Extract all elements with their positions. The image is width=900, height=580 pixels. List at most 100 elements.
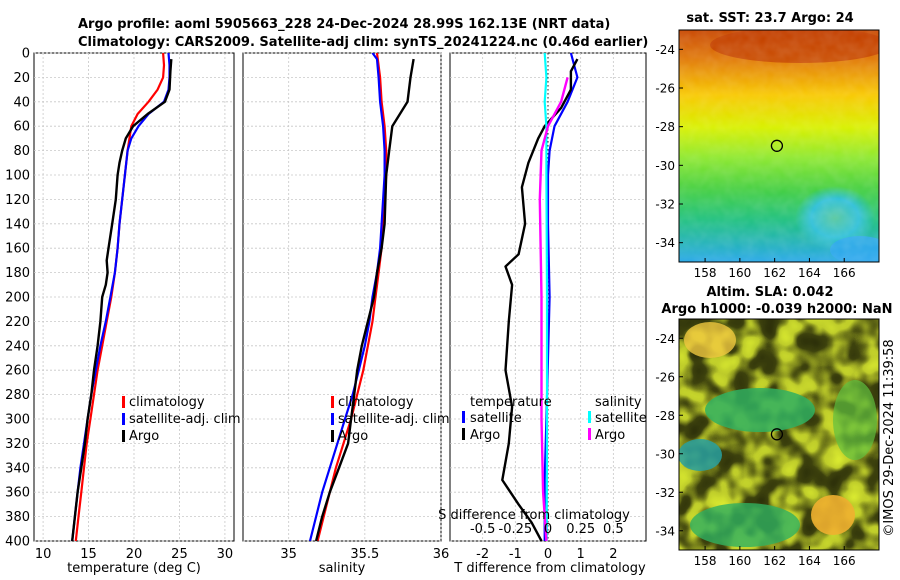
legend-label-argo: Argo	[338, 429, 368, 444]
x-tick-label: 30	[217, 547, 234, 562]
legend-label-t-satellite: satellite	[470, 411, 522, 426]
x-tick-label: 35	[280, 547, 297, 562]
depth-tick-label: 200	[5, 291, 30, 306]
x-tick-label: 35.5	[350, 547, 379, 562]
map-lat-label: -34	[655, 524, 675, 538]
map-lon-label: 162	[763, 266, 786, 280]
difference-panel: -2 -1 0 1 2 T difference from climatology S …	[438, 52, 647, 576]
temperature-series	[71, 53, 173, 541]
legend-label-s-satellite: satellite	[595, 411, 647, 426]
map-lat-label: -32	[655, 198, 675, 212]
sst-map-ticks: 158 160 162 164 166 -24 -26 -28 -30 -32 -34	[655, 43, 855, 280]
difference-xlabel: T difference from climatology	[453, 561, 646, 576]
x-tick-label: 1	[577, 547, 585, 562]
legend-label-argo: Argo	[129, 429, 159, 444]
series-line-climatology	[316, 53, 388, 541]
depth-tick-label: 320	[5, 437, 30, 452]
legend-label-satellite: satellite-adj. clim	[338, 412, 450, 427]
difference-top-xlabel: S difference from climatology	[438, 508, 630, 523]
depth-tick-label: 240	[5, 339, 30, 354]
sst-map-title: sat. SST: 23.7 Argo: 24	[686, 11, 853, 26]
map-lat-label: -24	[655, 43, 675, 57]
map-lat-label: -26	[655, 370, 675, 384]
sst-map-frame	[678, 29, 880, 263]
map-lon-label: 158	[694, 554, 717, 568]
depth-tick-label: 260	[5, 364, 30, 379]
sla-high-2	[684, 322, 736, 358]
s-difference-tick-labels: -0.5 -0.25 0 0.25 0.5	[470, 522, 624, 537]
sst-heatmap	[679, 30, 879, 262]
legend-label-s-argo: Argo	[595, 428, 625, 443]
s-diff-tick-label: -0.25	[499, 522, 533, 537]
map-lon-label: 158	[694, 266, 717, 280]
depth-tick-label: 120	[5, 193, 30, 208]
depth-tick-label: 360	[5, 486, 30, 501]
depth-tick-label: 180	[5, 266, 30, 281]
map-lat-label: -28	[655, 120, 675, 134]
sst-texture	[679, 30, 879, 262]
x-tick-label: -1	[509, 547, 522, 562]
legend-swatch-climatology	[331, 396, 334, 408]
s-diff-tick-label: 0.25	[566, 522, 595, 537]
map-lon-label: 166	[833, 554, 856, 568]
depth-tick-label: 400	[5, 535, 30, 550]
legend-title-salinity: salinity	[595, 395, 642, 410]
sla-map-ticks: 158 160 162 164 166 -24 -26 -28 -30 -32 -34	[655, 332, 855, 568]
sla-low-1	[705, 388, 815, 432]
series-line-argo	[71, 59, 173, 541]
map-lat-label: -28	[655, 409, 675, 423]
map-lat-label: -32	[655, 486, 675, 500]
salinity-legend: climatology satellite-adj. clim Argo	[331, 395, 450, 444]
legend-label-satellite: satellite-adj. clim	[129, 412, 241, 427]
salinity-series	[308, 53, 415, 541]
title-line-2: Climatology: CARS2009. Satellite-adj cli…	[78, 35, 648, 50]
depth-tick-label: 80	[13, 144, 30, 159]
legend-swatch-t-argo	[462, 428, 465, 440]
legend-label-climatology: climatology	[129, 395, 205, 410]
argo-position-marker	[770, 139, 784, 152]
depth-tick-label: 300	[5, 413, 30, 428]
depth-tick-labels: 0 20 40 60 80 100 120 140 160 180 200 220 240 260 280 3…	[5, 47, 30, 550]
map-lat-label: -26	[655, 82, 675, 96]
map-lon-label: 164	[798, 266, 821, 280]
temperature-xlabel: temperature (deg C)	[67, 561, 201, 576]
temperature-tick-labels: 10 15 20 25 30	[35, 547, 233, 562]
depth-tick-label: 160	[5, 242, 30, 257]
depth-tick-label: 220	[5, 315, 30, 330]
legend-swatch-s-argo	[588, 428, 591, 440]
difference-tick-labels: -2 -1 0 1 2	[476, 547, 617, 562]
s-diff-tick-label: 0.5	[603, 522, 624, 537]
x-tick-label: 36	[433, 547, 450, 562]
x-tick-label: 20	[126, 547, 143, 562]
x-tick-label: 15	[80, 547, 97, 562]
series-line-argo	[314, 58, 415, 541]
difference-legend: temperature satellite Argo salinity sate…	[462, 395, 647, 443]
legend-swatch-s-satellite	[588, 411, 591, 423]
sla-map-panel: Altim. SLA: 0.042 Argo h1000: -0.039 h20…	[655, 285, 892, 568]
map-lat-label: -30	[655, 159, 675, 173]
depth-tick-label: 40	[13, 95, 30, 110]
map-lat-label: -34	[655, 236, 675, 250]
sla-low-4	[833, 380, 877, 460]
x-tick-label: 25	[171, 547, 188, 562]
depth-tick-label: 100	[5, 169, 30, 184]
depth-tick-label: 0	[22, 47, 30, 62]
sla-map-title-line-1: Altim. SLA: 0.042	[707, 285, 834, 300]
legend-swatch-argo	[331, 430, 334, 442]
sla-low-2	[679, 439, 722, 471]
x-tick-label: 10	[35, 547, 52, 562]
difference-series	[501, 53, 579, 541]
map-lat-label: -24	[655, 332, 675, 346]
s-diff-tick-label: 0	[544, 522, 552, 537]
sla-high-1	[811, 495, 855, 535]
series-line-t-argo	[501, 58, 579, 541]
legend-label-climatology: climatology	[338, 395, 414, 410]
salinity-grid	[243, 52, 442, 542]
sla-map-title-line-2: Argo h1000: -0.039 h2000: NaN	[661, 302, 892, 317]
salinity-panel: 35 35.5 36 salinity climatology satellite-…	[242, 52, 450, 576]
x-tick-label: -2	[476, 547, 489, 562]
imos-timestamp: ©IMOS 29-Dec-2024 11:39:58	[882, 339, 897, 536]
salinity-xlabel: salinity	[319, 561, 366, 576]
title-line-1: Argo profile: aoml 5905663_228 24-Dec-20…	[78, 17, 610, 32]
depth-tick-label: 280	[5, 388, 30, 403]
